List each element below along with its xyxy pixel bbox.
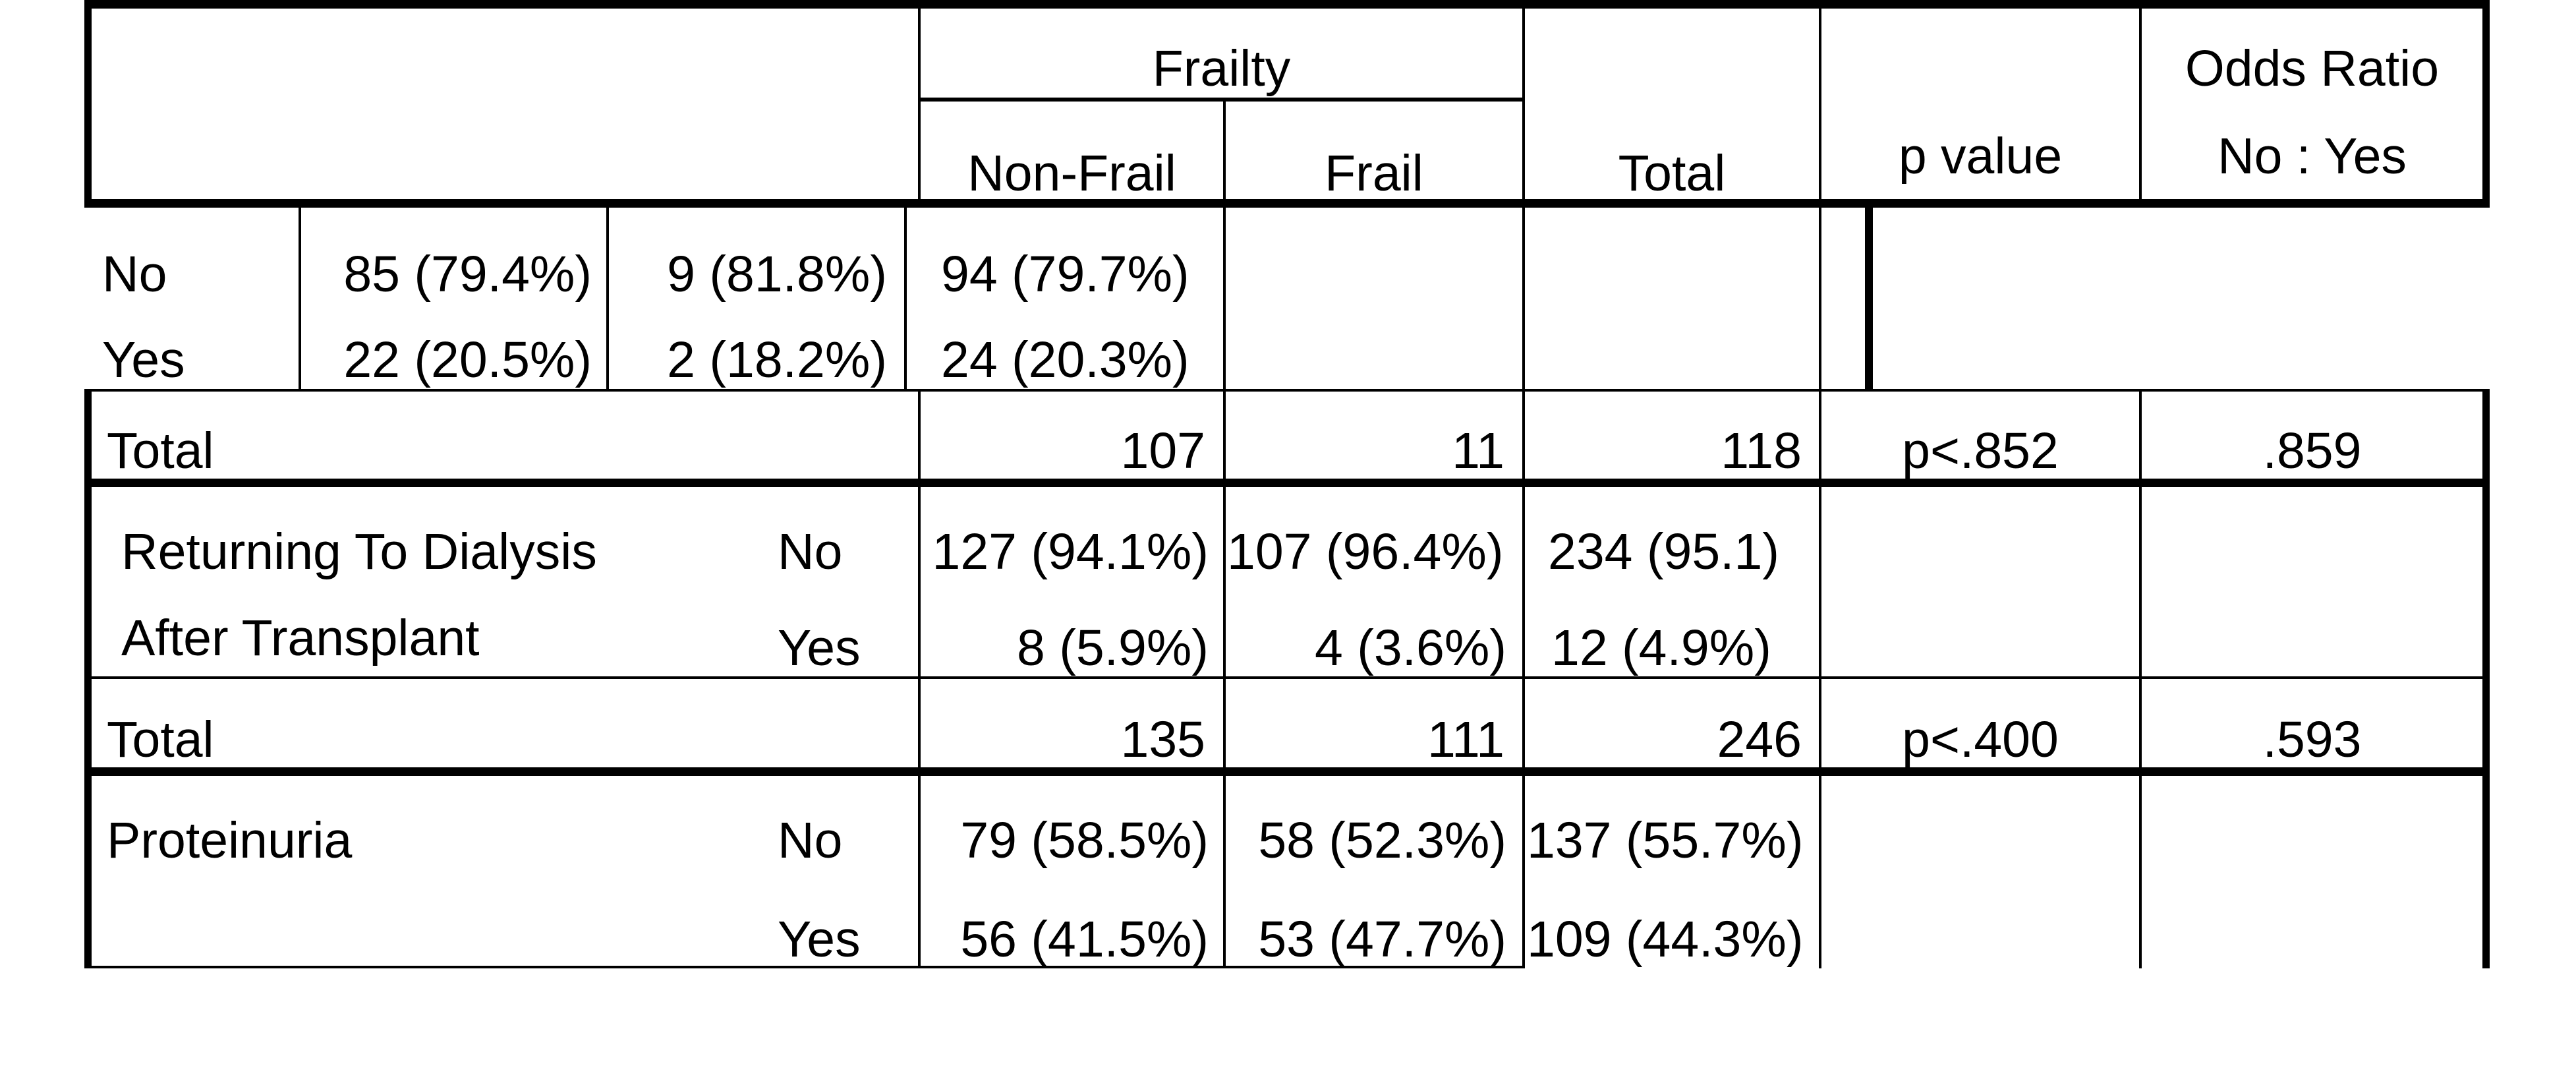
col-total-left — [1522, 0, 1525, 968]
header-frailty: Frailty — [1152, 40, 1291, 97]
s3-yes-total: 109 (44.3%) — [1527, 911, 1804, 968]
col-pvalue-left — [1819, 0, 1821, 968]
s2-total-odds: .593 — [2262, 711, 2362, 768]
s2-no-frail: 107 (96.4%) — [1227, 523, 1504, 580]
s3-yes-frail: 53 (47.7%) — [1258, 911, 1506, 968]
s2-total-total: 246 — [1717, 711, 1802, 768]
s1-yes-c3: 24 (20.3%) — [941, 332, 1189, 388]
col-nonfrail-left-header — [918, 0, 921, 208]
s1-no-label: No — [102, 246, 167, 303]
s1-total-label: Total — [107, 423, 214, 479]
s2-total-frail: 111 — [1427, 711, 1504, 768]
s2-no-total: 234 (95.1) — [1548, 523, 1780, 580]
s2-yes-frail: 4 (3.6%) — [1314, 620, 1506, 676]
s3-bottom-line — [84, 966, 1522, 968]
s1-yes-c1: 22 (20.5%) — [343, 332, 592, 388]
s3-yes-label: Yes — [778, 911, 861, 968]
col-nonfrail-left-body — [918, 389, 921, 968]
s2-yes-label: Yes — [778, 620, 861, 676]
col-frail-left — [1223, 98, 1226, 968]
s1-total-frail: 11 — [1452, 423, 1504, 479]
s2-total-non-frail: 135 — [1120, 711, 1205, 768]
header-total: Total — [1618, 145, 1726, 202]
s1-col-b — [606, 208, 609, 392]
s2-bottom-border — [84, 767, 2490, 776]
right-border-body — [2482, 389, 2490, 968]
s3-no-total: 137 (55.7%) — [1527, 812, 1804, 869]
right-border-header — [2482, 0, 2490, 208]
s1-bottom-border — [84, 479, 2490, 487]
s1-total-non-frail: 107 — [1120, 423, 1205, 479]
left-border-header — [84, 0, 92, 208]
col-odds-left-body — [2139, 389, 2142, 968]
header-bottom-border — [84, 199, 2490, 208]
s1-row-divider — [84, 389, 907, 392]
s1-no-c2: 9 (81.8%) — [667, 246, 887, 303]
s2-label-line1: Returning To Dialysis — [121, 523, 597, 580]
col-odds-left-header — [2139, 0, 2142, 208]
header-p-value: p value — [1898, 128, 2063, 185]
s2-yes-total: 12 (4.9%) — [1551, 620, 1771, 676]
s3-no-frail: 58 (52.3%) — [1258, 812, 1506, 869]
s1-col-a — [299, 208, 301, 392]
s1-total-top — [907, 389, 2490, 392]
header-non-frail: Non-Frail — [967, 145, 1176, 202]
left-border-body — [84, 389, 92, 968]
s1-total-p: p<.852 — [1902, 423, 2059, 479]
s3-no-non-frail: 79 (58.5%) — [960, 812, 1209, 869]
s1-total-total: 118 — [1721, 423, 1802, 479]
s2-yes-non-frail: 8 (5.9%) — [1016, 620, 1209, 676]
s1-no-c3: 94 (79.7%) — [941, 246, 1189, 303]
s1-total-odds: .859 — [2262, 423, 2362, 479]
top-border — [84, 0, 2490, 9]
s2-total-top — [84, 676, 2490, 679]
header-odds-ratio-sub: No : Yes — [2218, 128, 2407, 185]
s2-total-p: p<.400 — [1902, 711, 2059, 768]
s1-col-c — [904, 208, 907, 392]
s1-yes-c2: 2 (18.2%) — [667, 332, 887, 388]
s1-yes-label: Yes — [102, 332, 185, 388]
s1-thick-divider — [1865, 208, 1873, 392]
s3-no-label: No — [778, 812, 843, 869]
s2-no-non-frail: 127 (94.1%) — [932, 523, 1209, 580]
s1-no-c1: 85 (79.4%) — [343, 246, 592, 303]
s3-yes-non-frail: 56 (41.5%) — [960, 911, 1209, 968]
s2-no-label: No — [778, 523, 843, 580]
s2-label-line2: After Transplant — [121, 610, 480, 666]
frailty-underline — [918, 98, 1522, 102]
s2-total-label: Total — [107, 711, 214, 768]
header-frail: Frail — [1325, 145, 1423, 202]
header-odds-ratio: Odds Ratio — [2185, 40, 2440, 97]
s3-label: Proteinuria — [107, 812, 353, 869]
